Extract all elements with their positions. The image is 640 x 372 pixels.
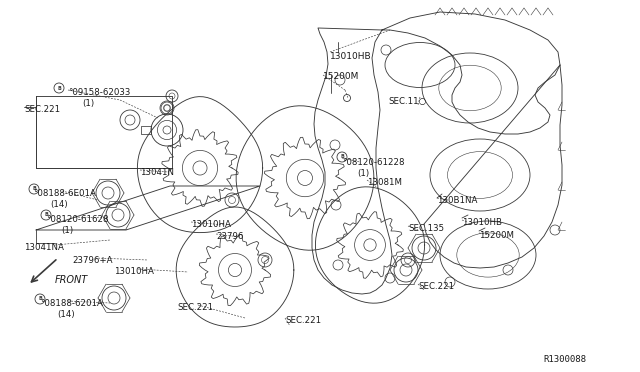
Text: °08188-6201A: °08188-6201A (40, 299, 103, 308)
Text: 13010HA: 13010HA (114, 267, 154, 276)
Text: B: B (57, 86, 61, 90)
Text: FRONT: FRONT (55, 275, 88, 285)
Text: SEC.11○: SEC.11○ (388, 97, 426, 106)
Text: 13010HB: 13010HB (330, 52, 372, 61)
Text: B: B (38, 296, 42, 301)
Text: °08120-61628: °08120-61628 (46, 215, 109, 224)
Text: SEC.221: SEC.221 (177, 303, 213, 312)
Text: 13081M: 13081M (367, 178, 402, 187)
Text: (14): (14) (57, 310, 75, 319)
Text: 13010HA: 13010HA (191, 220, 231, 229)
Text: 15200M: 15200M (323, 72, 360, 81)
Text: B: B (340, 154, 344, 160)
Text: (14): (14) (50, 200, 68, 209)
Text: 13010HB: 13010HB (462, 218, 502, 227)
Text: 13041NA: 13041NA (24, 243, 64, 252)
Text: SEC.221: SEC.221 (418, 282, 454, 291)
Text: SEC.221: SEC.221 (24, 105, 60, 114)
Text: 23796+A: 23796+A (72, 256, 113, 265)
Text: °08120-61228: °08120-61228 (342, 158, 404, 167)
Text: B: B (32, 186, 36, 192)
Text: B: B (44, 212, 48, 218)
Text: 130B1NA: 130B1NA (437, 196, 477, 205)
Text: (1): (1) (82, 99, 94, 108)
Text: 13041N: 13041N (140, 168, 174, 177)
Text: 23796: 23796 (216, 232, 243, 241)
Text: SEC.135: SEC.135 (408, 224, 444, 233)
Text: °09158-62033: °09158-62033 (68, 88, 131, 97)
Text: (1): (1) (61, 226, 73, 235)
Text: °08188-6E01A: °08188-6E01A (33, 189, 96, 198)
Text: SEC.221: SEC.221 (285, 316, 321, 325)
Text: (1): (1) (357, 169, 369, 178)
Text: R1300088: R1300088 (543, 355, 586, 364)
Text: 15200M: 15200M (479, 231, 514, 240)
